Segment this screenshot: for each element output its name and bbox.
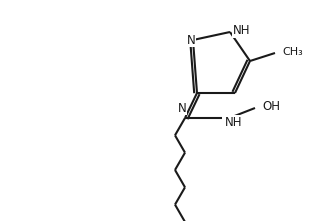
Text: N: N — [178, 102, 187, 115]
Text: NH: NH — [233, 25, 250, 38]
Text: OH: OH — [262, 101, 280, 114]
Text: N: N — [187, 34, 195, 46]
Text: NH: NH — [225, 116, 242, 128]
Text: CH₃: CH₃ — [282, 47, 303, 57]
